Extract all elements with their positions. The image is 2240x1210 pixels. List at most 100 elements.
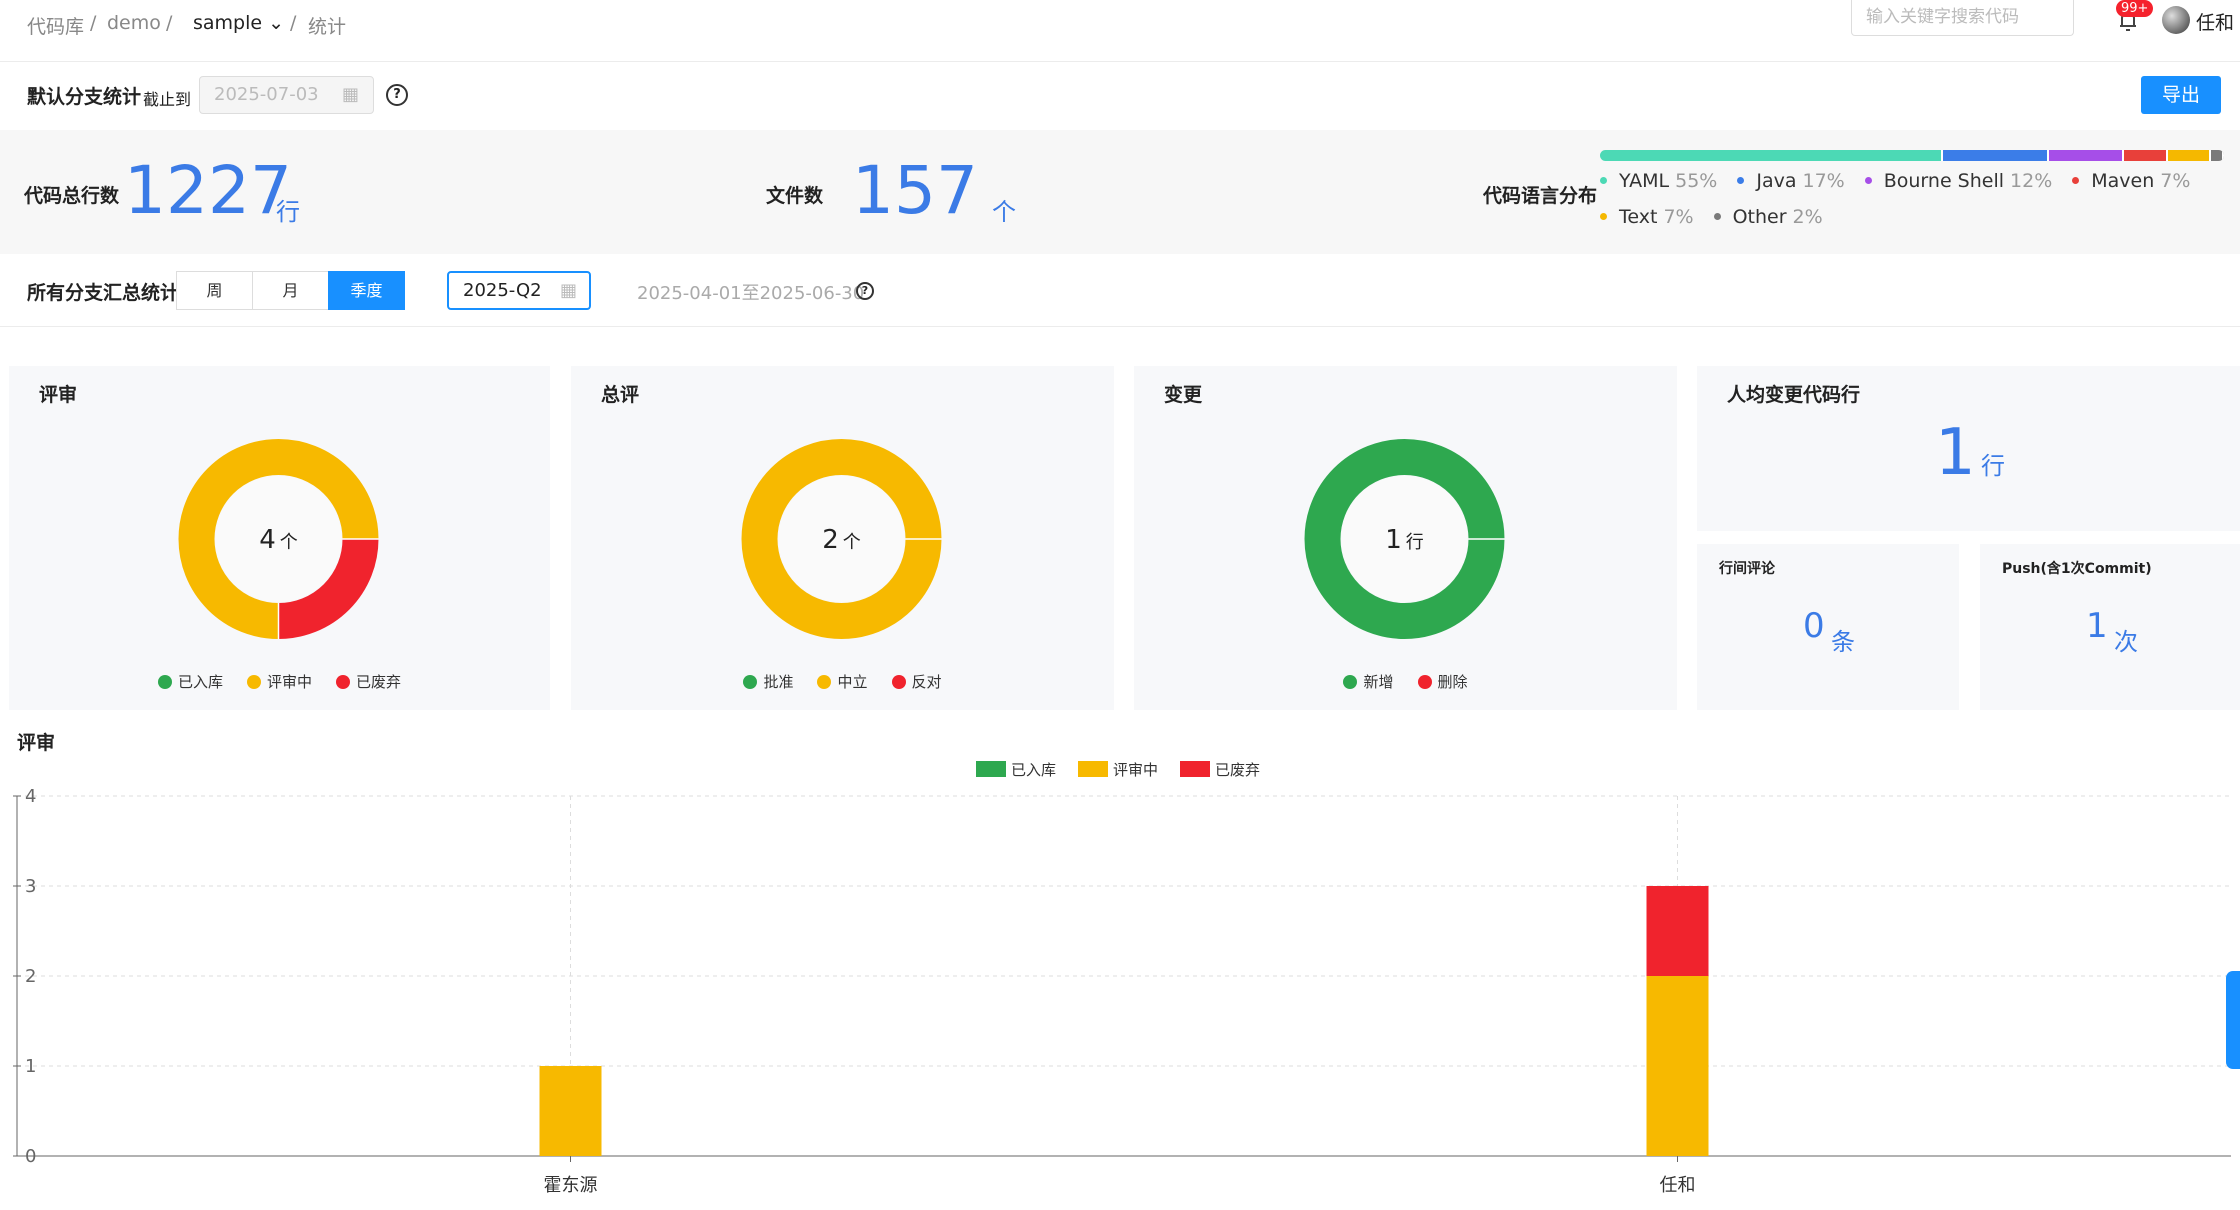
breadcrumb-item: sample <box>193 12 262 34</box>
stat-unit: 行 <box>276 192 300 227</box>
legend-dot <box>1600 177 1607 184</box>
legend-name: Maven <box>2091 170 2154 192</box>
legend-value: 7% <box>1663 206 1693 228</box>
branch-selector[interactable]: sample ⌄ <box>193 12 284 34</box>
legend: 批准 中立 反对 <box>571 671 1114 692</box>
card-title: 人均变更代码行 <box>1727 380 1860 407</box>
date-value: 2025-07-03 <box>214 84 319 105</box>
legend-dot <box>1600 213 1607 220</box>
legend-value: 55% <box>1675 170 1717 192</box>
period-button[interactable]: 周 <box>176 271 253 310</box>
period-button[interactable]: 季度 <box>328 271 405 310</box>
bar-chart: 01234霍东源任和已入库评审中已废弃 <box>0 725 2240 1210</box>
legend-value: 12% <box>2010 170 2052 192</box>
help-icon[interactable]: ? <box>856 282 874 300</box>
y-tick-label: 3 <box>25 876 36 897</box>
card: Push(含1次Commit) 1 次 <box>1980 544 2240 710</box>
center-value: 1 <box>1385 525 1402 555</box>
donut-chart: 4个 <box>9 366 550 710</box>
date-input[interactable]: 2025-07-03▦ <box>199 76 374 114</box>
avatar[interactable] <box>2162 6 2190 34</box>
legend-label: 评审中 <box>267 673 312 691</box>
legend-item: 已废弃 <box>336 671 401 692</box>
legend: 新增删除 <box>1134 671 1677 692</box>
center-unit: 个 <box>843 532 861 553</box>
breadcrumb-item[interactable]: 代码库 <box>27 12 84 39</box>
language-segment <box>2211 150 2223 161</box>
search-input[interactable]: 输入关键字搜索代码 <box>1851 0 2074 36</box>
y-tick-label: 1 <box>25 1056 36 1077</box>
help-icon[interactable]: ? <box>386 84 408 106</box>
notification-badge: 99+ <box>2116 0 2153 17</box>
legend-item: 新增 <box>1343 671 1393 692</box>
user-name[interactable]: 任和 <box>2196 8 2234 35</box>
legend: 已入库 评审中 已废弃 <box>9 671 550 692</box>
legend-label: 反对 <box>912 673 942 691</box>
legend-name: Java <box>1756 170 1796 192</box>
breadcrumb-item[interactable]: demo <box>107 12 161 34</box>
legend-label: 已废弃 <box>356 673 401 691</box>
card: 总评2个批准中立反对 <box>571 366 1114 710</box>
x-tick-label: 任和 <box>1660 1175 1696 1196</box>
legend-item: 反对 <box>892 671 942 692</box>
donut-hole <box>216 476 342 602</box>
language-segment <box>2124 150 2168 161</box>
center-unit: 行 <box>1406 532 1424 553</box>
legend-swatch <box>158 675 172 689</box>
language-segment <box>2168 150 2212 161</box>
section-title: 默认分支统计 <box>27 82 141 109</box>
donut-chart: 2个 <box>571 366 1114 710</box>
donut-chart: 1行 <box>1134 366 1677 710</box>
period-button[interactable]: 月 <box>252 271 329 310</box>
legend-swatch <box>1418 675 1432 689</box>
stat-value: 157 <box>852 152 978 229</box>
bar-segment <box>540 1066 602 1156</box>
legend-item: 已入库 <box>158 671 223 692</box>
legend-swatch <box>1180 761 1210 777</box>
legend-swatch <box>247 675 261 689</box>
stat-value: 1227 <box>124 152 292 229</box>
breadcrumb-item: 统计 <box>308 12 346 39</box>
legend-dot <box>1737 177 1744 184</box>
card-unit: 次 <box>2114 622 2138 657</box>
legend-swatch <box>976 761 1006 777</box>
legend-name: Text <box>1619 206 1657 228</box>
legend-item: 中立 <box>817 671 867 692</box>
center-unit: 个 <box>280 532 298 553</box>
language-segment <box>1943 150 2049 161</box>
export-button[interactable]: 导出 <box>2141 76 2221 114</box>
legend-label: 已入库 <box>178 673 223 691</box>
legend-item: Other2% <box>1714 206 1823 228</box>
legend-dot <box>2072 177 2079 184</box>
legend-item: 评审中 <box>247 671 312 692</box>
legend-label: 已入库 <box>1011 761 1056 779</box>
language-legend: YAML55% Java17% Bourne Shell12% Maven 7% Text… <box>1600 170 2230 228</box>
legend-item: YAML55% <box>1600 170 1717 192</box>
donut-hole <box>779 476 905 602</box>
until-label: 截止到 <box>143 86 191 110</box>
side-tab[interactable] <box>2226 971 2240 1069</box>
legend-swatch <box>1343 675 1357 689</box>
legend-item: Java17% <box>1737 170 1844 192</box>
card: 行间评论 0 条 <box>1697 544 1959 710</box>
stat-unit: 个 <box>992 192 1016 227</box>
card: 评审4个已入库评审中已废弃 <box>9 366 550 710</box>
legend-swatch <box>743 675 757 689</box>
legend-label: 评审中 <box>1113 761 1158 779</box>
card-value: 1 <box>2086 606 2108 646</box>
center-value: 2 <box>822 525 839 555</box>
legend-dot <box>1865 177 1872 184</box>
legend-label: 批准 <box>763 673 793 691</box>
x-tick-label: 霍东源 <box>544 1175 598 1196</box>
period-switch: 周月季度 <box>177 271 405 310</box>
quarter-input[interactable]: 2025-Q2▦ <box>447 271 591 310</box>
legend-item: Bourne Shell12% <box>1865 170 2053 192</box>
card-unit: 行 <box>1981 446 2005 481</box>
legend-value: 7% <box>2160 170 2190 192</box>
card-value: 0 <box>1803 606 1825 646</box>
legend-swatch <box>1078 761 1108 777</box>
card: 人均变更代码行 1 行 <box>1697 366 2240 531</box>
legend-item: 批准 <box>743 671 793 692</box>
stat-label: 文件数 <box>766 181 823 208</box>
